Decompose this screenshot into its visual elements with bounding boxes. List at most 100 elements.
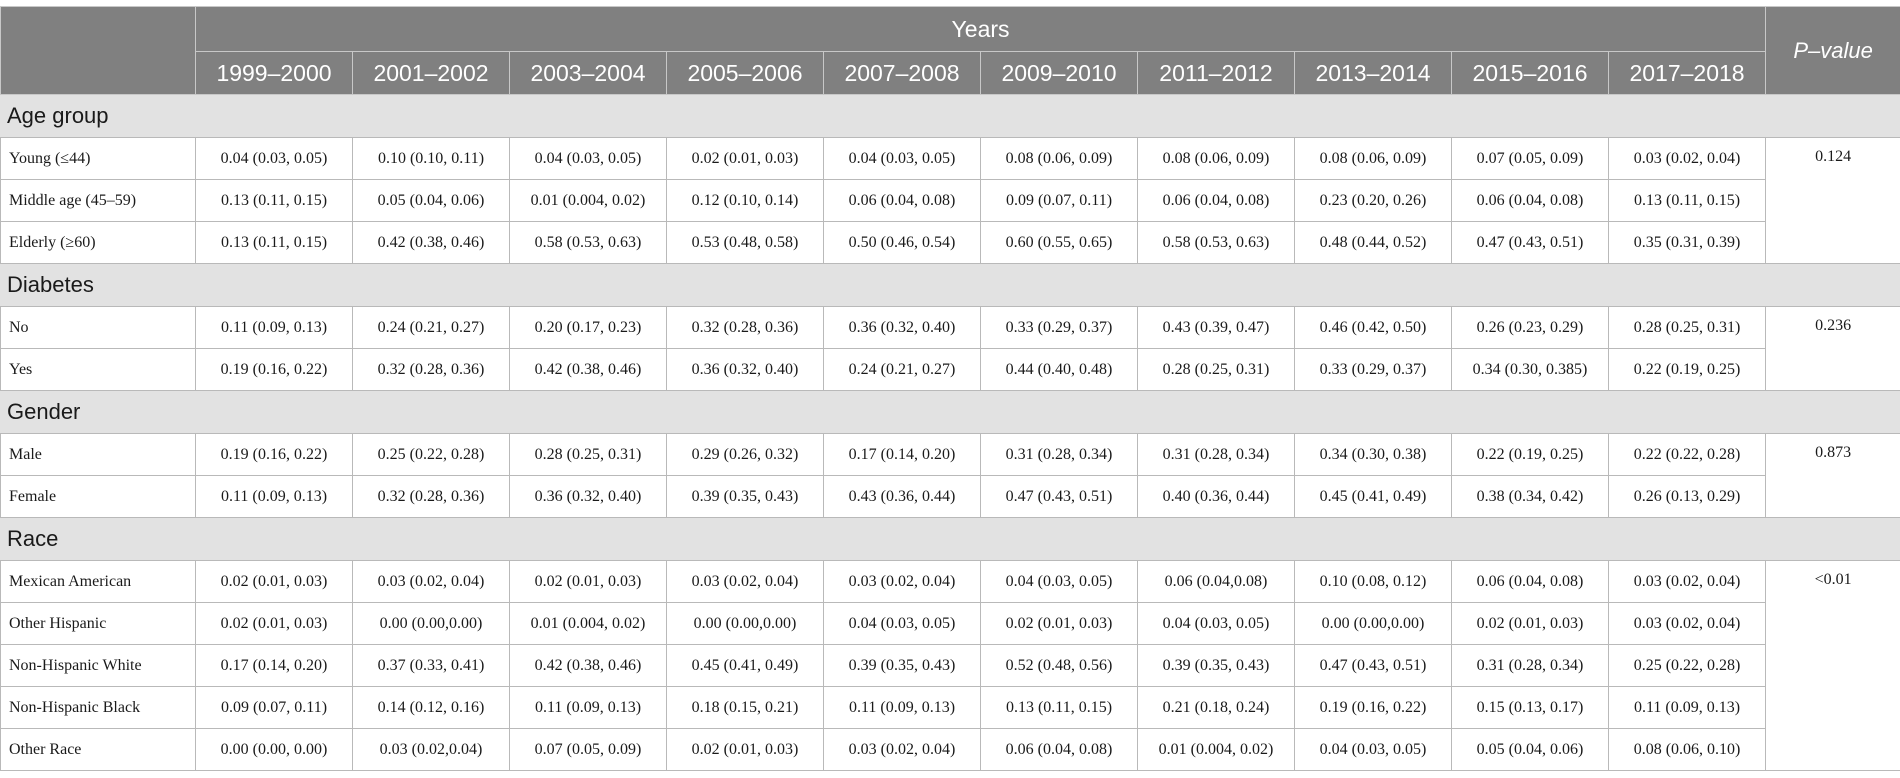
pvalue-header: P–value bbox=[1765, 6, 1900, 95]
table-cell: 0.11 (0.09, 0.13) bbox=[195, 306, 353, 349]
table-cell: 0.03 (0.02, 0.04) bbox=[1607, 137, 1767, 180]
table-cell: 0.06 (0.04,0.08) bbox=[1137, 560, 1295, 603]
row-label: Female bbox=[0, 475, 196, 518]
table-cell: 0.19 (0.16, 0.22) bbox=[195, 348, 353, 391]
table-cell: 0.24 (0.21, 0.27) bbox=[352, 306, 510, 349]
year-column-header: 2013–2014 bbox=[1294, 51, 1452, 95]
table-cell: 0.35 (0.31, 0.39) bbox=[1607, 221, 1767, 264]
table-cell: 0.09 (0.07, 0.11) bbox=[980, 179, 1138, 222]
table-cell: 0.25 (0.22, 0.28) bbox=[352, 433, 510, 476]
table-cell: 0.44 (0.40, 0.48) bbox=[980, 348, 1138, 391]
table-cell: 0.08 (0.06, 0.09) bbox=[1294, 137, 1452, 180]
section-title: Race bbox=[0, 517, 1900, 561]
table-cell: 0.04 (0.03, 0.05) bbox=[823, 602, 981, 645]
table-cell: 0.03 (0.02, 0.04) bbox=[823, 560, 981, 603]
row-label: Male bbox=[0, 433, 196, 476]
table-cell: 0.40 (0.36, 0.44) bbox=[1137, 475, 1295, 518]
row-label: Elderly (≥60) bbox=[0, 221, 196, 264]
table-cell: 0.08 (0.06, 0.09) bbox=[980, 137, 1138, 180]
table-cell: 0.22 (0.19, 0.25) bbox=[1451, 433, 1609, 476]
pvalue-cell: 0.124 bbox=[1765, 137, 1900, 264]
row-label: Other Race bbox=[0, 728, 196, 771]
table-cell: 0.11 (0.09, 0.13) bbox=[195, 475, 353, 518]
section-row: Diabetes bbox=[0, 263, 1900, 307]
table-cell: 0.01 (0.004, 0.02) bbox=[1137, 728, 1295, 771]
table-cell: 0.34 (0.30, 0.38) bbox=[1294, 433, 1452, 476]
table-cell: 0.23 (0.20, 0.26) bbox=[1294, 179, 1452, 222]
year-column-header: 2001–2002 bbox=[352, 51, 510, 95]
table-body: Age group Young (≤44) 0.04 (0.03, 0.05) 0.1… bbox=[0, 94, 1900, 771]
table-cell: 0.32 (0.28, 0.36) bbox=[666, 306, 824, 349]
table-cell: 0.09 (0.07, 0.11) bbox=[195, 686, 353, 729]
table-cell: 0.47 (0.43, 0.51) bbox=[980, 475, 1138, 518]
table-cell: 0.42 (0.38, 0.46) bbox=[509, 644, 667, 687]
year-column-header: 2003–2004 bbox=[509, 51, 667, 95]
table-cell: 0.31 (0.28, 0.34) bbox=[980, 433, 1138, 476]
table-cell: 0.04 (0.03, 0.05) bbox=[1137, 602, 1295, 645]
years-header: Years bbox=[194, 6, 1767, 52]
table-cell: 0.02 (0.01, 0.03) bbox=[195, 560, 353, 603]
table-cell: 0.58 (0.53, 0.63) bbox=[1137, 221, 1295, 264]
table-cell: 0.58 (0.53, 0.63) bbox=[509, 221, 667, 264]
table-cell: 0.38 (0.34, 0.42) bbox=[1451, 475, 1609, 518]
row-label: Middle age (45–59) bbox=[0, 179, 196, 222]
table-cell: 0.06 (0.04, 0.08) bbox=[823, 179, 981, 222]
table-cell: 0.11 (0.09, 0.13) bbox=[1607, 686, 1767, 729]
table-cell: 0.53 (0.48, 0.58) bbox=[666, 221, 824, 264]
prevalence-table: Years P–value 1999–2000 2001–2002 2003–200… bbox=[0, 6, 1900, 771]
table-cell: 0.03 (0.02, 0.04) bbox=[1607, 560, 1767, 603]
row-label: Yes bbox=[0, 348, 196, 391]
table-cell: 0.29 (0.26, 0.32) bbox=[666, 433, 824, 476]
table-cell: 0.21 (0.18, 0.24) bbox=[1137, 686, 1295, 729]
table-cell: 0.32 (0.28, 0.36) bbox=[352, 475, 510, 518]
table-cell: 0.04 (0.03, 0.05) bbox=[509, 137, 667, 180]
table-cell: 0.04 (0.03, 0.05) bbox=[980, 560, 1138, 603]
table-cell: 0.00 (0.00,0.00) bbox=[352, 602, 510, 645]
pvalue-header-label: P–value bbox=[1793, 37, 1873, 63]
table-cell: 0.02 (0.01, 0.03) bbox=[666, 728, 824, 771]
year-column-header: 2017–2018 bbox=[1607, 51, 1767, 95]
table-cell: 0.42 (0.38, 0.46) bbox=[352, 221, 510, 264]
table-row: Young (≤44) 0.04 (0.03, 0.05) 0.10 (0.10, … bbox=[0, 137, 1900, 264]
table-cell: 0.01 (0.004, 0.02) bbox=[509, 179, 667, 222]
table-cell: 0.28 (0.25, 0.31) bbox=[509, 433, 667, 476]
row-label: Young (≤44) bbox=[0, 137, 196, 180]
table-cell: 0.06 (0.04, 0.08) bbox=[1137, 179, 1295, 222]
year-column-header: 2015–2016 bbox=[1451, 51, 1609, 95]
table-cell: 0.00 (0.00, 0.00) bbox=[195, 728, 353, 771]
table-cell: 0.13 (0.11, 0.15) bbox=[980, 686, 1138, 729]
table-cell: 0.00 (0.00,0.00) bbox=[666, 602, 824, 645]
table-cell: 0.20 (0.17, 0.23) bbox=[509, 306, 667, 349]
table-cell: 0.07 (0.05, 0.09) bbox=[1451, 137, 1609, 180]
table-cell: 0.03 (0.02, 0.04) bbox=[1607, 602, 1767, 645]
table-cell: 0.36 (0.32, 0.40) bbox=[823, 306, 981, 349]
table-cell: 0.08 (0.06, 0.10) bbox=[1607, 728, 1767, 771]
table-cell: 0.10 (0.10, 0.11) bbox=[352, 137, 510, 180]
table-row: Other Hispanic 0.02 (0.01, 0.03) 0.00 (0.0… bbox=[0, 602, 1900, 645]
table-cell: 0.01 (0.004, 0.02) bbox=[509, 602, 667, 645]
table-cell: 0.06 (0.04, 0.08) bbox=[980, 728, 1138, 771]
table-row: Mexican American 0.02 (0.01, 0.03) 0.03 (0… bbox=[0, 560, 1900, 771]
table-cell: 0.04 (0.03, 0.05) bbox=[1294, 728, 1452, 771]
table-cell: 0.28 (0.25, 0.31) bbox=[1137, 348, 1295, 391]
table-row: Other Race 0.00 (0.00, 0.00) 0.03 (0.02,0.… bbox=[0, 728, 1900, 771]
table-row: Male 0.19 (0.16, 0.22) 0.25 (0.22, 0.28) 0.… bbox=[0, 433, 1900, 518]
table-row: No 0.11 (0.09, 0.13) 0.24 (0.21, 0.27) 0.20… bbox=[0, 306, 1900, 391]
table-cell: 0.50 (0.46, 0.54) bbox=[823, 221, 981, 264]
table-cell: 0.32 (0.28, 0.36) bbox=[352, 348, 510, 391]
row-label: Other Hispanic bbox=[0, 602, 196, 645]
table-cell: 0.13 (0.11, 0.15) bbox=[1607, 179, 1767, 222]
table-cell: 0.18 (0.15, 0.21) bbox=[666, 686, 824, 729]
table-cell: 0.39 (0.35, 0.43) bbox=[666, 475, 824, 518]
table-cell: 0.03 (0.02, 0.04) bbox=[823, 728, 981, 771]
table-cell: 0.36 (0.32, 0.40) bbox=[666, 348, 824, 391]
table-cell: 0.17 (0.14, 0.20) bbox=[195, 644, 353, 687]
table-cell: 0.31 (0.28, 0.34) bbox=[1451, 644, 1609, 687]
table-cell: 0.46 (0.42, 0.50) bbox=[1294, 306, 1452, 349]
table-cell: 0.06 (0.04, 0.08) bbox=[1451, 179, 1609, 222]
table-cell: 0.43 (0.39, 0.47) bbox=[1137, 306, 1295, 349]
table-cell: 0.19 (0.16, 0.22) bbox=[1294, 686, 1452, 729]
table-cell: 0.05 (0.04, 0.06) bbox=[1451, 728, 1609, 771]
table-cell: 0.19 (0.16, 0.22) bbox=[195, 433, 353, 476]
